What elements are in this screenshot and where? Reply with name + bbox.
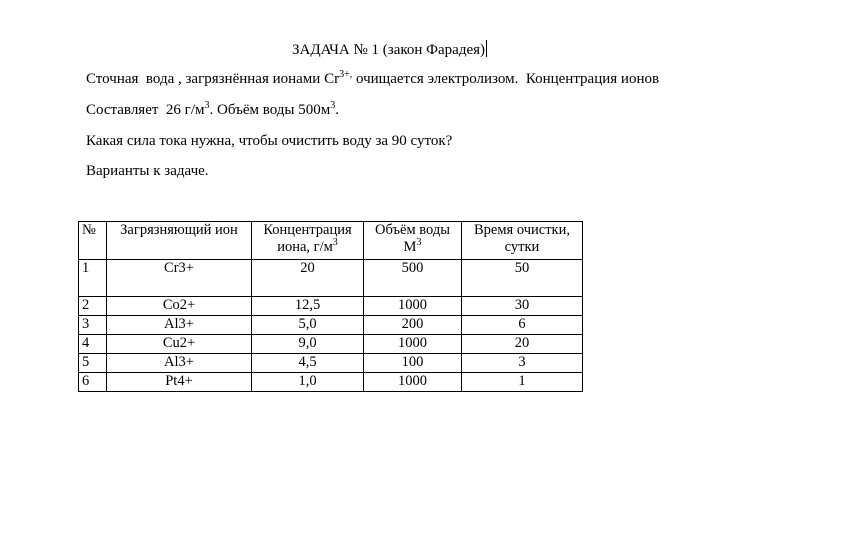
cell-time: 6 bbox=[461, 315, 583, 335]
cell-volume: 200 bbox=[363, 315, 462, 335]
cell-ion: Cu2+ bbox=[106, 334, 252, 354]
cell-ion: Co2+ bbox=[106, 296, 252, 316]
cell-num: 6 bbox=[78, 372, 107, 392]
cell-concentration: 4,5 bbox=[251, 353, 364, 373]
header-time-line2: сутки bbox=[504, 239, 540, 255]
header-conc-line2: иона, г/м bbox=[277, 239, 333, 255]
variants-table: № Загрязняющий ион Концентрация иона, г/м… bbox=[78, 221, 583, 392]
cell-volume: 1000 bbox=[363, 372, 462, 392]
p2-superscript-2: 3 bbox=[330, 100, 336, 111]
cell-time: 50 bbox=[461, 259, 583, 297]
paragraph-2: Составляет 26 г/м3. Объём воды 500м3. bbox=[86, 101, 339, 119]
header-volume: Объём воды М3 bbox=[363, 221, 462, 260]
p2-text-end: . bbox=[335, 102, 339, 118]
cell-concentration: 5,0 bbox=[251, 315, 364, 335]
p2-text-mid: . Объём воды 500м bbox=[209, 102, 331, 118]
cell-volume: 500 bbox=[363, 259, 462, 297]
cell-concentration: 9,0 bbox=[251, 334, 364, 354]
cell-num: 3 bbox=[78, 315, 107, 335]
table-row: 1 Cr3+ 20 500 50 bbox=[78, 259, 583, 297]
header-concentration: Концентрация иона, г/м3 bbox=[251, 221, 364, 260]
header-ion: Загрязняющий ион bbox=[106, 221, 252, 260]
cell-time: 3 bbox=[461, 353, 583, 373]
p1-superscript: 3+, bbox=[339, 69, 353, 80]
cell-volume: 1000 bbox=[363, 334, 462, 354]
cell-ion: Pt4+ bbox=[106, 372, 252, 392]
p2-text: Составляет 26 г/м bbox=[86, 102, 205, 118]
cell-volume: 1000 bbox=[363, 296, 462, 316]
p2-superscript: 3 bbox=[204, 100, 210, 111]
cell-num: 1 bbox=[78, 259, 107, 297]
table-header-row: № Загрязняющий ион Концентрация иона, г/м… bbox=[78, 221, 583, 260]
paragraph-1: Сточная вода , загрязнённая ионами Cr3+,… bbox=[86, 70, 659, 88]
table-row: 6 Pt4+ 1,0 1000 1 bbox=[78, 372, 583, 392]
header-conc-sup: 3 bbox=[332, 237, 338, 248]
table-row: 4 Cu2+ 9,0 1000 20 bbox=[78, 334, 583, 354]
cell-num: 5 bbox=[78, 353, 107, 373]
header-conc-line1: Концентрация bbox=[263, 222, 352, 238]
title-text: ЗАДАЧА № 1 (закон Фарадея) bbox=[292, 42, 486, 58]
cell-num: 4 bbox=[78, 334, 107, 354]
table-row: 2 Co2+ 12,5 1000 30 bbox=[78, 296, 583, 316]
header-time-line1: Время очистки, bbox=[474, 222, 570, 238]
cell-volume: 100 bbox=[363, 353, 462, 373]
paragraph-3: Какая сила тока нужна, чтобы очистить во… bbox=[86, 133, 453, 149]
cell-ion: Cr3+ bbox=[106, 259, 252, 297]
header-vol-line1: Объём воды bbox=[375, 222, 450, 238]
header-vol-line2: М bbox=[403, 239, 417, 255]
cell-concentration: 12,5 bbox=[251, 296, 364, 316]
header-num: № bbox=[78, 221, 107, 260]
table-row: 3 Al3+ 5,0 200 6 bbox=[78, 315, 583, 335]
table-row: 5 Al3+ 4,5 100 3 bbox=[78, 353, 583, 373]
cell-ion: Al3+ bbox=[106, 315, 252, 335]
cell-time: 30 bbox=[461, 296, 583, 316]
p1-text: Сточная вода , загрязнённая ионами Cr bbox=[86, 71, 340, 87]
paragraph-4: Варианты к задаче. bbox=[86, 163, 209, 179]
cell-time: 20 bbox=[461, 334, 583, 354]
header-vol-sup: 3 bbox=[416, 237, 422, 248]
cell-num: 2 bbox=[78, 296, 107, 316]
cell-ion: Al3+ bbox=[106, 353, 252, 373]
text-cursor bbox=[486, 40, 488, 57]
cell-time: 1 bbox=[461, 372, 583, 392]
header-time: Время очистки, сутки bbox=[461, 221, 583, 260]
p1-text-end: очищается электролизом. Концентрация ион… bbox=[352, 71, 660, 87]
cell-concentration: 20 bbox=[251, 259, 364, 297]
cell-concentration: 1,0 bbox=[251, 372, 364, 392]
document-title: ЗАДАЧА № 1 (закон Фарадея) bbox=[292, 40, 488, 59]
